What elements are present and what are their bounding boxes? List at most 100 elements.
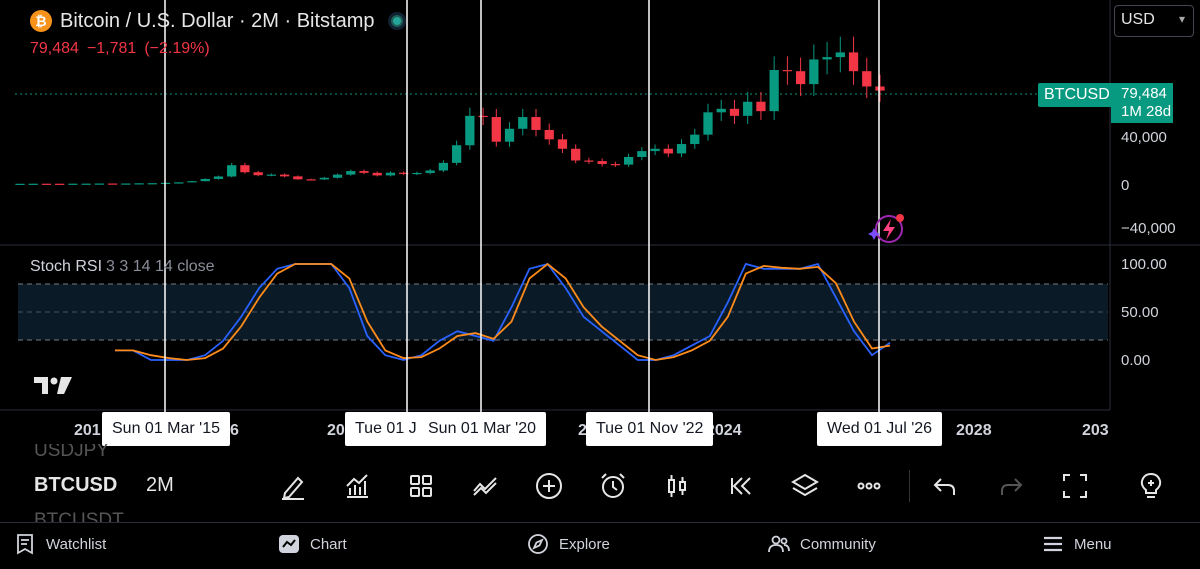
candle (94, 183, 105, 185)
candle (107, 183, 118, 185)
candle (756, 101, 766, 112)
candle (465, 115, 475, 146)
chart-type-button[interactable] (659, 468, 695, 504)
current-price-value: 79,484 (1121, 85, 1167, 102)
chart-canvas[interactable] (0, 0, 1200, 460)
add-button[interactable] (531, 468, 567, 504)
nav-community[interactable]: Community (768, 533, 876, 555)
indicator-legend[interactable]: Stoch RSI 3 3 14 14 close (30, 258, 215, 276)
candle (81, 183, 91, 185)
candle (174, 182, 184, 184)
interval-button[interactable]: 2M (146, 474, 174, 496)
symbol-title[interactable]: Bitcoin / U.S. Dollar · 2M · Bitstamp (60, 9, 375, 32)
undo-button[interactable] (927, 468, 963, 504)
time-axis-year: 2028 (956, 422, 992, 439)
time-axis-year: 201 (74, 422, 101, 439)
alert-button[interactable] (595, 468, 631, 504)
candle (637, 151, 647, 157)
candle (266, 174, 277, 176)
price-axis-label: −40,000 (1121, 220, 1176, 237)
compare-button[interactable] (467, 468, 503, 504)
candle (279, 174, 290, 177)
tradingview-logo-icon[interactable] (34, 374, 74, 396)
ideas-button[interactable] (1133, 468, 1169, 504)
currency-select[interactable]: USD ▾ (1114, 5, 1194, 37)
alarm-icon (601, 473, 625, 498)
candle (597, 161, 607, 165)
indicator-name: Stoch RSI (30, 258, 103, 275)
candle (544, 129, 554, 140)
crosshair-date-tag: Tue 01 J (345, 412, 427, 446)
candle (531, 117, 541, 130)
candle (729, 108, 740, 116)
time-axis-year: 2024 (706, 422, 742, 439)
candle (332, 174, 343, 178)
apps-button[interactable] (403, 468, 439, 504)
replay-button[interactable] (723, 468, 759, 504)
nav-menu[interactable]: Menu (1042, 533, 1112, 555)
candle (399, 172, 409, 174)
drawing-tools-button[interactable] (275, 468, 311, 504)
symbol-legend[interactable]: ₿ Bitcoin / U.S. Dollar · 2M · Bitstamp (30, 8, 403, 34)
candle (306, 179, 316, 181)
candle (769, 70, 779, 112)
add-icon (536, 473, 562, 499)
indicators-icon (346, 474, 368, 498)
nav-watchlist-label: Watchlist (46, 535, 107, 553)
toolbar-separator (909, 470, 910, 502)
indicator-params: 3 3 14 14 close (106, 258, 215, 275)
indicator-axis-label: 0.00 (1121, 352, 1151, 369)
candle (55, 183, 65, 185)
candle (557, 139, 568, 149)
candle (610, 164, 621, 166)
pencil-icon (282, 476, 304, 500)
candle (359, 171, 369, 173)
stoch-d-line (115, 262, 891, 361)
candle (68, 183, 78, 185)
market-status-icon[interactable] (390, 15, 403, 27)
toolbar-symbol-button[interactable]: BTCUSD (34, 474, 118, 496)
nav-explore[interactable]: Explore (527, 533, 610, 555)
candle (425, 170, 435, 173)
fullscreen-button[interactable] (1057, 468, 1093, 504)
candle (478, 115, 488, 118)
more-icon (857, 482, 881, 490)
candle (200, 178, 210, 182)
watchlist-next-symbol[interactable]: BTCUSDT (34, 510, 124, 522)
candle-series (15, 36, 885, 185)
watchlist-prev-symbol[interactable]: USDJPY (34, 444, 109, 461)
candle (623, 156, 634, 165)
candle (875, 86, 885, 91)
lightbulb-icon (1140, 472, 1162, 498)
redo-button[interactable] (993, 468, 1029, 504)
apps-grid-icon (410, 475, 432, 497)
candle (809, 59, 819, 85)
bar-countdown: 1M 28d (1121, 103, 1172, 120)
candle (650, 148, 660, 152)
candle (147, 183, 157, 185)
candle (385, 172, 396, 176)
crosshair-date-tag: Sun 01 Mar '20 (418, 412, 547, 446)
indicators-button[interactable] (339, 468, 375, 504)
candle (862, 71, 872, 87)
candle (835, 52, 845, 58)
candle (743, 101, 753, 116)
candle (491, 117, 501, 142)
price-axis-label: 40,000 (1121, 129, 1167, 146)
candle (584, 160, 594, 162)
indicator-axis-label: 100.00 (1121, 256, 1167, 273)
watchlist-icon (17, 534, 33, 555)
currency-value: USD (1121, 11, 1155, 28)
crosshair-date-tag: Tue 01 Nov '22 (586, 412, 714, 446)
layers-button[interactable] (787, 468, 823, 504)
nav-chart[interactable]: Chart (278, 533, 347, 555)
candle (795, 71, 806, 85)
candle (676, 144, 687, 154)
candle (848, 52, 859, 72)
candle (451, 145, 462, 163)
more-button[interactable] (851, 468, 887, 504)
nav-menu-label: Menu (1074, 535, 1112, 553)
nav-watchlist[interactable]: Watchlist (14, 533, 106, 555)
candle (253, 172, 263, 176)
